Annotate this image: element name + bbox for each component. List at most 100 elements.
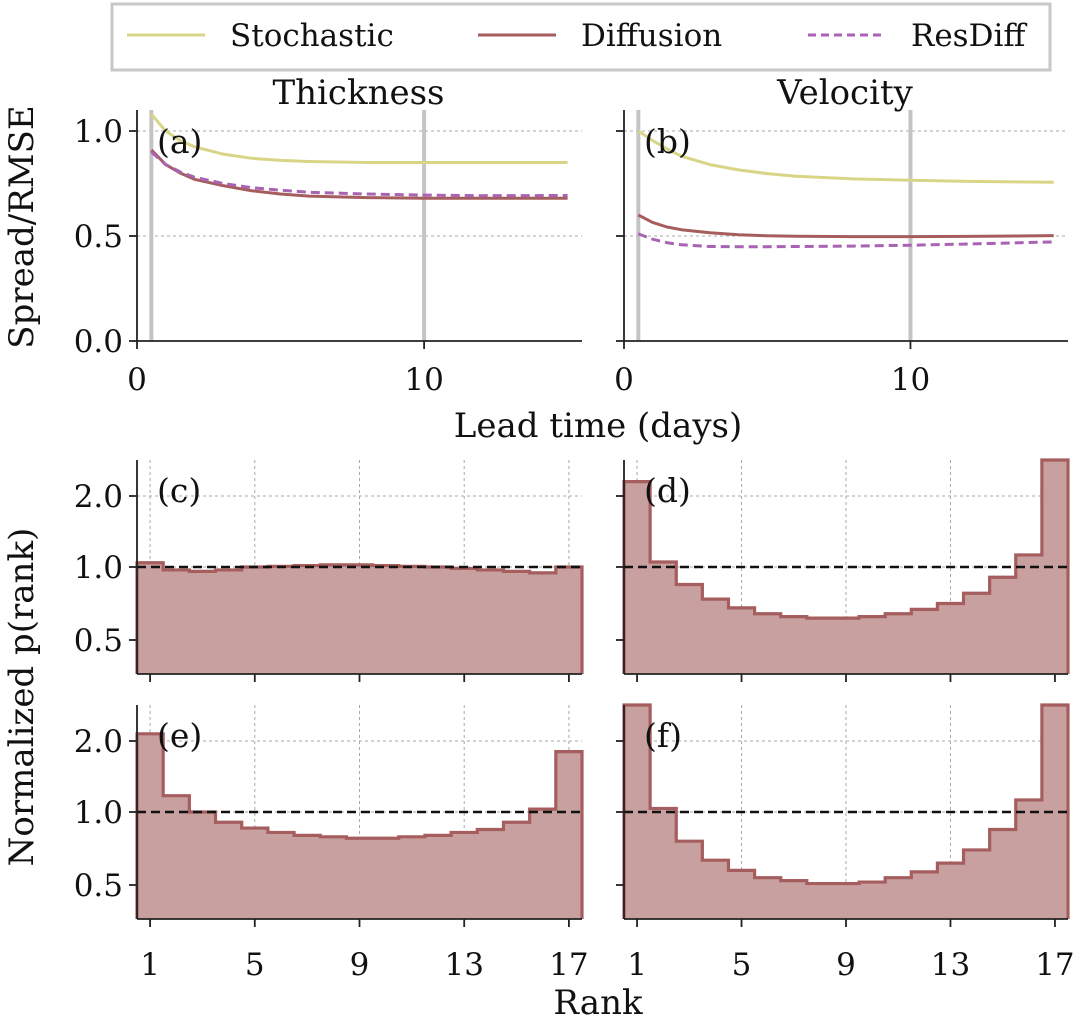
hist-bar-f-rank-4 <box>702 860 730 919</box>
y-tick-label-e-0: 0.5 <box>74 868 123 904</box>
y-tick-label-c-0: 0.5 <box>74 623 123 659</box>
x-axis-label-lead-time: Lead time (days) <box>454 406 742 446</box>
hist-bar-d-rank-10 <box>859 616 886 674</box>
hist-bar-e-rank-7 <box>294 835 321 919</box>
series-line-a-diffusion <box>150 148 568 200</box>
legend-label-resdiff: ResDiff <box>911 18 1027 54</box>
panel-label-f: (f) <box>644 716 682 755</box>
series-line-a-resdiff <box>150 150 568 198</box>
hist-bar-e-rank-17 <box>555 751 583 919</box>
hist-bar-d-rank-2 <box>650 562 677 674</box>
hist-bar-e-rank-1 <box>137 733 164 919</box>
hist-bar-f-rank-15 <box>989 829 1017 919</box>
hist-bar-c-rank-1 <box>137 562 164 674</box>
hist-step-outline-c <box>135 561 584 674</box>
hist-bar-f-rank-12 <box>911 871 939 919</box>
hist-bar-f-rank-16 <box>1015 799 1043 919</box>
series-line-b-resdiff <box>637 232 1054 249</box>
x-tick-label-b-0: 0 <box>614 362 634 398</box>
hist-bar-e-rank-10 <box>372 838 400 919</box>
hist-bar-f-rank-6 <box>754 877 782 919</box>
hist-bar-d-rank-9 <box>832 618 860 674</box>
hist-bar-f-rank-8 <box>806 883 834 919</box>
x-tick-label-e-4: 17 <box>549 947 588 983</box>
panel-label-d: (d) <box>644 471 691 510</box>
panel-label-c: (c) <box>157 471 201 510</box>
y-tick-label-c-2: 2.0 <box>74 479 123 515</box>
hist-bar-d-rank-6 <box>754 613 782 674</box>
hist-bar-e-rank-2 <box>163 795 190 919</box>
hist-bar-c-rank-14 <box>477 569 505 674</box>
hist-bar-e-rank-9 <box>346 838 374 919</box>
y-tick-label-e-1: 1.0 <box>74 795 123 831</box>
x-tick-label-e-2: 9 <box>350 947 370 983</box>
legend: Stochastic Diffusion ResDiff <box>110 2 1052 72</box>
hist-bar-e-rank-8 <box>320 836 348 919</box>
x-tick-label-e-0: 1 <box>140 947 160 983</box>
hist-bar-d-rank-4 <box>702 599 730 674</box>
hist-bar-f-rank-13 <box>937 863 965 919</box>
panel-a: 0.0 0.5 1.0 0 10 Thickness (a) <box>74 73 582 398</box>
x-tick-label-f-2: 9 <box>836 947 856 983</box>
hist-bar-c-rank-4 <box>215 569 243 674</box>
hist-bar-e-rank-11 <box>398 836 426 919</box>
hist-bar-d-rank-5 <box>728 607 756 674</box>
x-axis-label-rank: Rank <box>553 983 643 1023</box>
hist-bar-f-rank-7 <box>780 880 808 919</box>
y-axis-label-normalized-p-rank: Normalized p(rank) <box>2 528 42 867</box>
x-tick-label-a-1: 10 <box>404 362 443 398</box>
hist-bar-f-rank-9 <box>832 883 860 919</box>
hist-bar-e-rank-12 <box>424 835 452 919</box>
x-tick-label-a-0: 0 <box>127 362 147 398</box>
hist-bar-f-rank-2 <box>650 808 677 919</box>
x-tick-label-f-3: 13 <box>931 947 970 983</box>
hist-bar-c-rank-7 <box>294 565 321 674</box>
hist-bar-c-rank-16 <box>529 572 557 674</box>
hist-bar-c-rank-6 <box>267 566 295 674</box>
hist-bar-e-rank-3 <box>189 812 217 919</box>
hist-bar-d-rank-15 <box>989 577 1017 674</box>
hist-bar-d-rank-3 <box>676 584 703 674</box>
hist-bar-f-rank-3 <box>676 841 703 919</box>
hist-bar-d-rank-13 <box>937 603 965 674</box>
legend-frame <box>110 2 1052 72</box>
hist-bar-d-rank-1 <box>624 481 651 674</box>
hist-bar-f-rank-14 <box>963 849 991 919</box>
x-tick-label-b-1: 10 <box>891 362 930 398</box>
y-tick-label-a-0: 0.0 <box>74 324 123 360</box>
x-tick-label-f-1: 5 <box>732 947 752 983</box>
hist-bar-d-rank-8 <box>806 618 834 674</box>
panel-title-a: Thickness <box>272 73 444 113</box>
x-tick-label-f-4: 17 <box>1035 947 1074 983</box>
panel-c: 0.5 1.0 2.0 (c) <box>74 460 584 682</box>
hist-bar-d-rank-12 <box>911 609 939 674</box>
panel-title-b: Velocity <box>776 73 913 113</box>
hist-bar-f-rank-11 <box>885 877 912 919</box>
x-tick-label-e-1: 5 <box>245 947 265 983</box>
hist-bar-e-rank-6 <box>267 832 295 919</box>
y-tick-label-c-1: 1.0 <box>74 550 123 586</box>
hist-bar-c-rank-13 <box>451 568 478 674</box>
panel-label-e: (e) <box>157 716 202 755</box>
y-tick-label-a-2: 1.0 <box>74 114 123 150</box>
hist-step-outline-d <box>622 458 1070 674</box>
y-tick-label-e-2: 2.0 <box>74 724 123 760</box>
hist-step-outline-e <box>135 732 584 919</box>
x-tick-label-f-0: 1 <box>627 947 647 983</box>
panel-label-a: (a) <box>157 122 202 161</box>
hist-bar-c-rank-17 <box>555 567 583 674</box>
hist-bar-c-rank-5 <box>241 567 269 674</box>
hist-bar-c-rank-2 <box>163 569 190 674</box>
series-line-b-diffusion <box>637 213 1054 239</box>
hist-bar-d-rank-11 <box>885 613 912 674</box>
hist-bar-c-rank-9 <box>346 564 374 674</box>
panel-e: 0.5 1.0 2.0 1 5 9 13 17 (e) <box>74 705 589 983</box>
hist-step-outline-f <box>622 703 1070 919</box>
hist-bar-f-rank-5 <box>728 870 756 919</box>
hist-bar-c-rank-8 <box>320 564 348 674</box>
hist-bar-d-rank-14 <box>963 593 991 674</box>
x-tick-label-e-3: 13 <box>444 947 483 983</box>
panel-d: (d) <box>616 458 1070 682</box>
hist-bar-c-rank-10 <box>372 565 400 674</box>
y-tick-label-a-1: 0.5 <box>74 219 123 255</box>
